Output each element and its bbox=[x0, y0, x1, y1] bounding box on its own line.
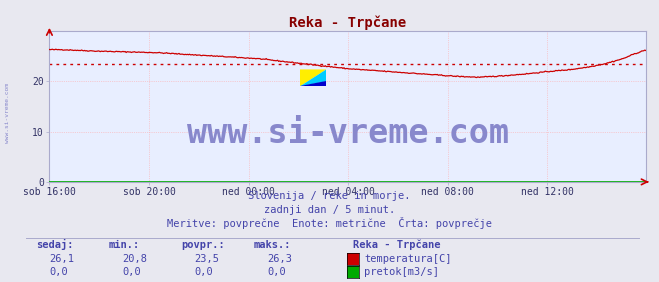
Text: Meritve: povprečne  Enote: metrične  Črta: povprečje: Meritve: povprečne Enote: metrične Črta:… bbox=[167, 217, 492, 229]
Text: 0,0: 0,0 bbox=[122, 267, 140, 277]
Text: 26,1: 26,1 bbox=[49, 254, 74, 264]
Text: 0,0: 0,0 bbox=[194, 267, 213, 277]
Text: povpr.:: povpr.: bbox=[181, 240, 225, 250]
Text: Slovenija / reke in morje.: Slovenija / reke in morje. bbox=[248, 191, 411, 201]
Text: sedaj:: sedaj: bbox=[36, 239, 74, 250]
Text: 23,5: 23,5 bbox=[194, 254, 219, 264]
Text: 0,0: 0,0 bbox=[267, 267, 285, 277]
Text: 26,3: 26,3 bbox=[267, 254, 292, 264]
Text: 20,8: 20,8 bbox=[122, 254, 147, 264]
Title: Reka - Trpčane: Reka - Trpčane bbox=[289, 15, 406, 30]
Polygon shape bbox=[300, 69, 326, 86]
Text: temperatura[C]: temperatura[C] bbox=[364, 254, 452, 264]
Text: 0,0: 0,0 bbox=[49, 267, 68, 277]
Text: www.si-vreme.com: www.si-vreme.com bbox=[186, 117, 509, 150]
Text: zadnji dan / 5 minut.: zadnji dan / 5 minut. bbox=[264, 205, 395, 215]
Text: www.si-vreme.com: www.si-vreme.com bbox=[5, 83, 11, 143]
Text: min.:: min.: bbox=[109, 240, 140, 250]
Text: maks.:: maks.: bbox=[254, 240, 291, 250]
Text: pretok[m3/s]: pretok[m3/s] bbox=[364, 267, 440, 277]
Polygon shape bbox=[300, 81, 326, 86]
Text: Reka - Trpčane: Reka - Trpčane bbox=[353, 240, 440, 250]
Polygon shape bbox=[300, 69, 326, 86]
